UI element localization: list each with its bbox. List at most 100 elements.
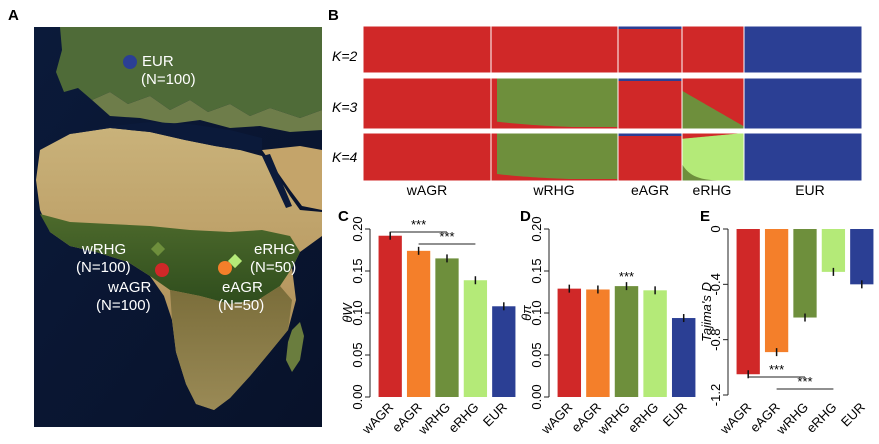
x-tick-label: EUR bbox=[660, 400, 690, 430]
marker-eagr-n: (N=50) bbox=[218, 297, 264, 314]
map-arabia bbox=[262, 146, 322, 210]
bar-eur bbox=[492, 306, 516, 397]
chart-theta-w: 0.000.050.100.150.20θWwAGReAGRwRHGeRHGEU… bbox=[340, 216, 516, 438]
x-tick-label: eRHG bbox=[445, 400, 481, 436]
y-tick-label: -1.2 bbox=[708, 384, 723, 406]
x-tick-label: wRHG bbox=[415, 400, 453, 438]
structure-plot bbox=[362, 25, 863, 182]
structure-block bbox=[744, 26, 862, 73]
y-tick-label: 0.00 bbox=[529, 384, 544, 409]
significance-label: *** bbox=[411, 217, 426, 232]
y-tick-label: 0.05 bbox=[529, 342, 544, 367]
structure-row-frame bbox=[362, 132, 863, 182]
x-tick-label: EUR bbox=[480, 400, 510, 430]
structure-admixture bbox=[682, 133, 744, 139]
structure-block bbox=[618, 133, 682, 181]
marker-erhg: eRHG (N=50) bbox=[227, 241, 296, 276]
structure-block bbox=[682, 26, 744, 73]
marker-erhg-diamond bbox=[227, 253, 243, 269]
y-tick-label: -0.4 bbox=[708, 273, 723, 295]
structure-admixture bbox=[491, 78, 497, 129]
bar-eur bbox=[850, 229, 874, 285]
panel-c-letter: C bbox=[338, 208, 349, 225]
y-axis-label: θW bbox=[340, 302, 355, 323]
marker-eur: EUR (N=100) bbox=[123, 53, 196, 88]
x-tick-label: eRHG bbox=[625, 400, 661, 436]
bar-wagr bbox=[736, 229, 760, 375]
bar-wagr bbox=[557, 288, 582, 397]
marker-eagr-dot bbox=[218, 261, 232, 275]
map-madagascar bbox=[286, 322, 304, 372]
significance-label: *** bbox=[769, 362, 784, 377]
structure-admixture bbox=[682, 78, 744, 129]
structure-block bbox=[618, 78, 682, 129]
bar-eagr bbox=[586, 289, 610, 397]
x-tick-label: wRHG bbox=[594, 400, 632, 438]
map-rainforest bbox=[40, 214, 300, 304]
structure-admixture bbox=[491, 78, 618, 129]
marker-erhg-n: (N=50) bbox=[250, 259, 296, 276]
structure-block bbox=[363, 26, 491, 73]
structure-pop-eur: EUR bbox=[795, 182, 825, 198]
y-tick-label: 0.20 bbox=[350, 216, 365, 241]
x-tick-label: wRHG bbox=[773, 400, 811, 438]
panel-e-letter: E bbox=[700, 208, 710, 225]
structure-admixture bbox=[682, 164, 744, 181]
structure-block bbox=[744, 78, 862, 129]
significance-label: *** bbox=[439, 229, 454, 244]
structure-pop-eagr: eAGR bbox=[631, 182, 669, 198]
structure-row-frame bbox=[362, 25, 863, 74]
structure-block bbox=[682, 133, 744, 181]
marker-eagr: eAGR (N=50) bbox=[218, 261, 264, 314]
map-panel bbox=[34, 27, 322, 427]
structure-block bbox=[491, 26, 618, 73]
significance-label: *** bbox=[797, 374, 812, 389]
structure-admixture bbox=[618, 78, 682, 81]
map-red-sea bbox=[262, 154, 292, 208]
map-southern-africa bbox=[170, 286, 292, 410]
marker-eur-name: EUR bbox=[142, 53, 174, 70]
marker-wagr-dot bbox=[155, 263, 169, 277]
y-tick-label: 0.10 bbox=[529, 300, 544, 325]
structure-admixture bbox=[618, 133, 682, 136]
map-mediterranean bbox=[70, 122, 262, 150]
marker-eur-dot bbox=[123, 55, 137, 69]
marker-wagr-name: wAGR bbox=[107, 279, 152, 296]
bar-wrhg bbox=[435, 258, 459, 397]
structure-block bbox=[363, 78, 491, 129]
bar-eagr bbox=[406, 250, 431, 397]
structure-pop-wrhg: wRHG bbox=[532, 182, 574, 198]
bar-erhg bbox=[821, 229, 846, 272]
structure-block bbox=[618, 26, 682, 73]
panel-a-letter: A bbox=[8, 7, 19, 24]
k-label-2: K=2 bbox=[332, 48, 358, 64]
k-label-3: K=3 bbox=[332, 99, 358, 115]
structure-pop-wagr: wAGR bbox=[406, 182, 447, 198]
bar-erhg bbox=[463, 280, 488, 397]
structure-pop-erhg: eRHG bbox=[693, 182, 732, 198]
y-tick-label: 0.15 bbox=[529, 258, 544, 283]
y-tick-label: 0.10 bbox=[350, 300, 365, 325]
structure-block bbox=[363, 133, 491, 181]
x-tick-label: EUR bbox=[838, 400, 868, 430]
bar-erhg bbox=[643, 290, 667, 397]
structure-block bbox=[744, 133, 862, 181]
panel-d-letter: D bbox=[520, 208, 531, 225]
structure-admixture bbox=[491, 133, 497, 181]
bar-wrhg bbox=[793, 229, 817, 318]
structure-admixture bbox=[618, 26, 682, 29]
structure-row-frame bbox=[362, 77, 863, 130]
structure-block bbox=[491, 133, 618, 181]
structure-admixture bbox=[491, 133, 618, 181]
marker-eur-n: (N=100) bbox=[141, 71, 196, 88]
panel-b-letter: B bbox=[328, 7, 339, 24]
marker-erhg-name: eRHG bbox=[254, 241, 296, 258]
marker-wrhg-n: (N=100) bbox=[76, 259, 131, 276]
y-tick-label: 0.15 bbox=[350, 258, 365, 283]
y-tick-label: -0.8 bbox=[708, 328, 723, 350]
significance-label: *** bbox=[619, 269, 634, 284]
structure-block bbox=[491, 78, 618, 129]
marker-wagr: wAGR (N=100) bbox=[96, 263, 169, 314]
